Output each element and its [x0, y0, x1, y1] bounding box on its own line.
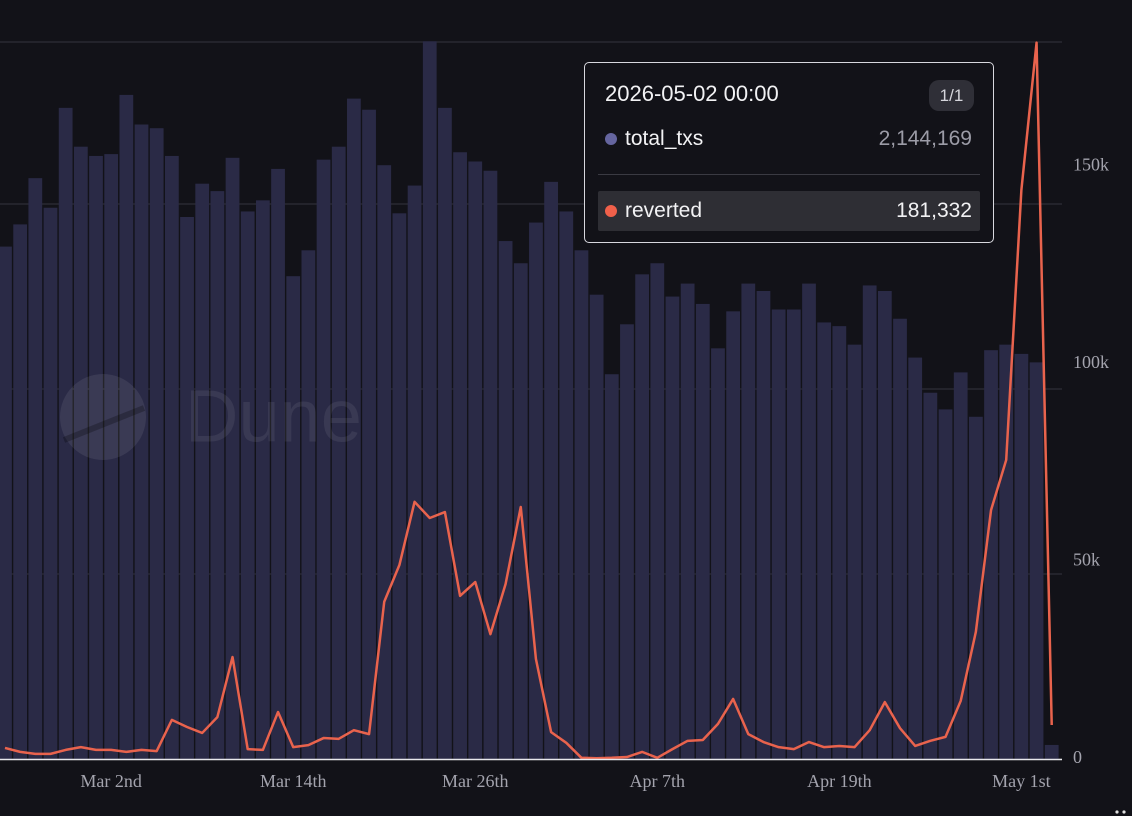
y2-tick-label: 100k: [1073, 352, 1109, 372]
bar: [756, 290, 771, 759]
bar: [695, 303, 710, 759]
bar: [301, 250, 316, 759]
bar: [347, 98, 361, 759]
bar: [1014, 353, 1029, 759]
tooltip-title: 2026-05-02 00:00: [605, 81, 779, 106]
x-tick-label: May 1st: [992, 771, 1051, 791]
bar: [316, 159, 331, 760]
bar: [999, 344, 1014, 759]
y2-tick-label: 150k: [1073, 155, 1109, 175]
bar: [650, 263, 665, 759]
x-tick-label: Apr 7th: [630, 771, 686, 791]
bar: [225, 157, 240, 760]
bar: [331, 146, 346, 759]
tooltip-series-name: total_txs: [625, 127, 704, 150]
menu-dot: [1122, 810, 1126, 814]
bar: [58, 107, 73, 759]
bar: [164, 155, 179, 760]
bar: [665, 296, 680, 759]
bar: [620, 324, 634, 759]
tooltip-divider: [598, 174, 980, 175]
bar: [438, 107, 452, 759]
bar: [574, 250, 589, 759]
bar: [893, 318, 907, 759]
bar: [255, 200, 270, 760]
bar: [180, 216, 194, 759]
tooltip-dot: [605, 133, 617, 145]
bar: [195, 183, 210, 760]
line: [4, 41, 1053, 760]
bar: [407, 185, 422, 760]
tooltip-value: 2,144,169: [878, 127, 972, 150]
bar: [1044, 744, 1059, 759]
bar: [13, 224, 28, 760]
bar: [635, 274, 650, 759]
bar: [604, 374, 619, 759]
bar: [877, 290, 892, 759]
x-tick-label: Mar 2nd: [80, 771, 142, 791]
bar: [240, 211, 255, 760]
bar: [711, 348, 725, 759]
bar: [953, 372, 968, 759]
bar: [544, 181, 558, 760]
bar: [741, 283, 756, 759]
bar: [498, 241, 513, 760]
bar: [422, 41, 437, 759]
bar: [1029, 362, 1044, 759]
bar: [786, 309, 801, 759]
watermark-logo-stroke: [62, 405, 146, 443]
bar: [938, 409, 953, 759]
bar: [28, 178, 43, 759]
bar: [453, 152, 467, 759]
bar: [271, 168, 285, 759]
watermark: Dune: [185, 375, 362, 458]
bar: [680, 283, 695, 759]
x-tick-label: Apr 19th: [807, 771, 872, 791]
bar: [483, 170, 498, 760]
bar: [119, 94, 134, 759]
y2-tick-label: 0: [1073, 747, 1082, 767]
bar: [908, 357, 923, 759]
y2-tick-label: 50k: [1073, 550, 1100, 570]
bar: [771, 309, 786, 759]
bar: [468, 161, 483, 759]
bar: [832, 326, 847, 759]
tooltip: 2026-05-02 00:00 1/1 total_txs 2,144,169…: [584, 62, 994, 243]
bar: [559, 211, 574, 760]
bar: [104, 154, 119, 760]
bar: [968, 416, 983, 759]
bar: [923, 392, 938, 759]
x-tick-label: Mar 26th: [442, 771, 509, 791]
tooltip-row: total_txs 2,144,169: [598, 119, 980, 159]
bar: [589, 294, 604, 759]
watermark-logo: [60, 374, 146, 460]
tooltip-page: 1/1: [929, 80, 974, 111]
bar: [862, 285, 877, 759]
bar: [149, 128, 164, 760]
bar: [984, 350, 998, 759]
menu-dot: [1115, 810, 1119, 814]
bar: [0, 246, 12, 759]
bar: [377, 165, 392, 759]
bar: [286, 276, 301, 759]
tooltip-value: 181,332: [896, 199, 972, 222]
bar: [89, 155, 103, 760]
tooltip-series-name: reverted: [625, 199, 703, 222]
bar: [134, 124, 149, 759]
bar: [392, 213, 407, 760]
bar: [847, 344, 862, 759]
bar: [43, 207, 58, 760]
x-tick-label: Mar 14th: [260, 771, 327, 791]
bar: [362, 109, 376, 759]
bar: [210, 191, 225, 759]
tooltip-dot: [605, 205, 617, 217]
bar: [73, 146, 88, 759]
bar: [726, 311, 741, 759]
bar: [817, 322, 832, 759]
bar: [802, 283, 816, 759]
tooltip-row: reverted 181,332: [598, 191, 980, 231]
